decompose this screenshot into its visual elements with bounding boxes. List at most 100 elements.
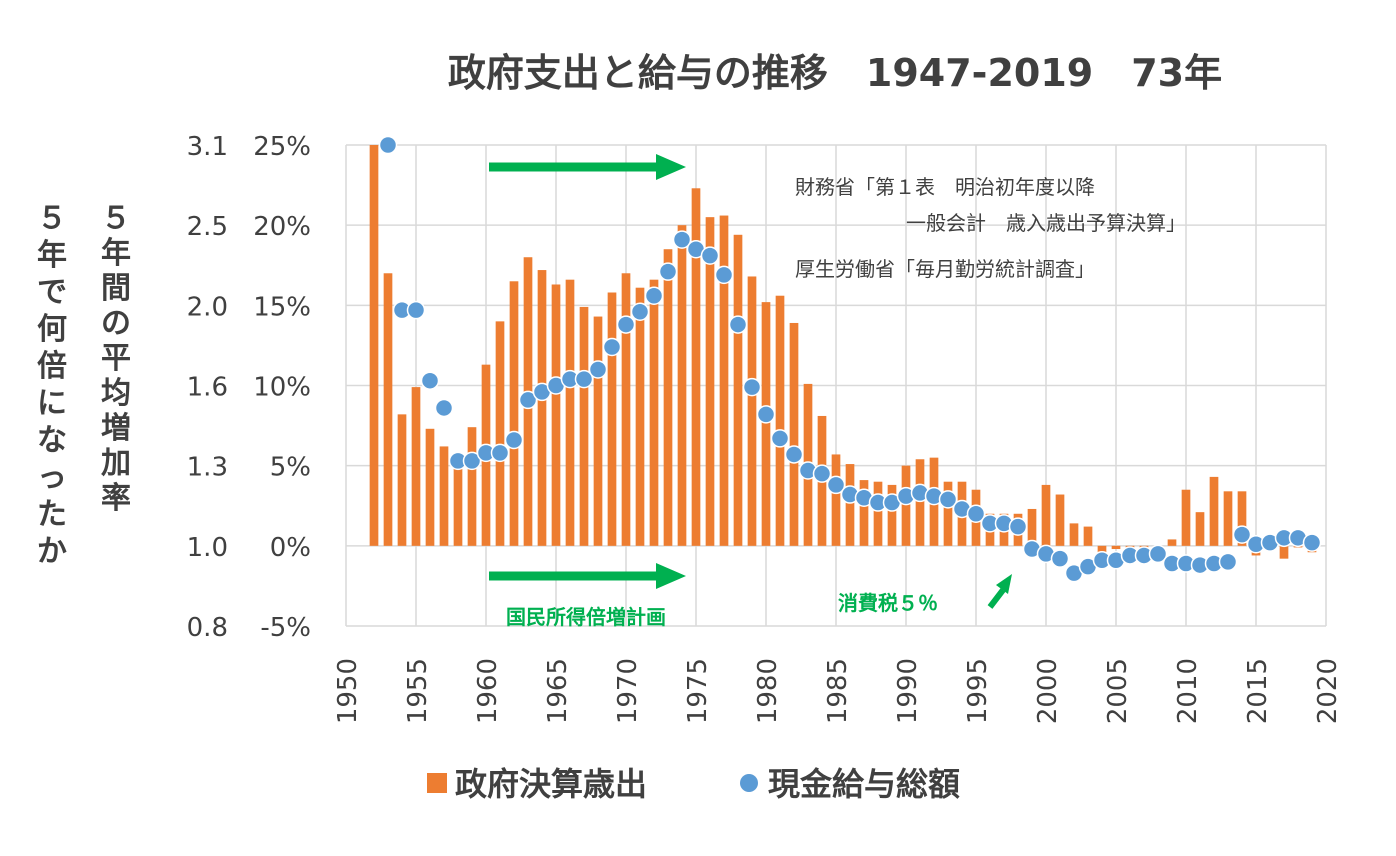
legend-bar-swatch [427, 773, 447, 793]
x-tick-label: 2010 [1173, 658, 1203, 724]
bar [537, 270, 547, 546]
income-doubling-arrow-bottom [489, 563, 686, 589]
data-point [784, 445, 804, 464]
data-point [1302, 533, 1322, 552]
bar [747, 276, 757, 546]
data-point [1232, 525, 1252, 544]
data-point [700, 246, 720, 265]
axis-label-char: 年 [101, 236, 131, 271]
bar [1041, 484, 1051, 546]
x-tick-label: 1975 [683, 658, 713, 724]
bar [1195, 512, 1205, 546]
axis-label-char: の [101, 306, 131, 341]
bar [789, 322, 799, 546]
axis-label-char: 率 [101, 481, 131, 516]
axis-label-char: ５ [101, 201, 131, 236]
data-point [714, 265, 734, 285]
axis-label-char: 増 [101, 411, 131, 446]
axis-label-char: 年 [37, 238, 67, 273]
data-point [518, 390, 538, 410]
legend: 政府決算歳出 現金給与総額 [427, 765, 960, 803]
axis-label-char: か [37, 534, 67, 569]
data-point [434, 398, 454, 418]
axis-label-char: 倍 [37, 349, 67, 384]
data-point [812, 464, 832, 483]
bar [887, 484, 897, 546]
x-tick-label: 1995 [963, 658, 993, 724]
chart-title: 政府支出と給与の推移 1947-2019 73年 [448, 51, 1222, 95]
data-point [1148, 544, 1168, 564]
bar [593, 316, 603, 546]
bar [1055, 494, 1065, 546]
data-point [742, 377, 762, 397]
bar [845, 464, 855, 546]
bar-series [369, 145, 1317, 559]
bar [1083, 526, 1093, 546]
legend-point-label: 現金給与総額 [768, 765, 960, 803]
bar [1111, 545, 1121, 550]
source-note-1: 財務省「第１表 明治初年度以降 [795, 175, 1095, 199]
bar [761, 302, 771, 546]
axis-label-char: な [37, 423, 67, 458]
bar [1027, 508, 1037, 546]
bar [705, 217, 715, 546]
bar [509, 281, 519, 546]
axis-label-char: 加 [101, 446, 131, 481]
axis-label-char: に [37, 386, 67, 421]
bar [733, 234, 743, 546]
bar [453, 459, 463, 546]
multiplier-tick-label: 3.1 [187, 132, 228, 162]
multiplier-tick-label: 2.5 [187, 212, 228, 242]
multiplier-axis-ticks: 3.1 2.5 2.0 1.6 1.3 1.0 0.8 [187, 132, 228, 643]
bar [873, 481, 883, 546]
axis-label-char: っ [37, 460, 67, 495]
x-tick-label: 2005 [1103, 658, 1133, 724]
x-axis-ticks: 1950 1955 1960 1965 1970 1975 1980 1985 1990 1995… [333, 658, 1343, 724]
bar [901, 465, 911, 546]
x-tick-label: 1965 [543, 658, 573, 724]
bar [859, 480, 869, 546]
data-point [1050, 549, 1070, 568]
data-point [1218, 552, 1238, 572]
consumption-tax-arrow [987, 574, 1012, 609]
bar [397, 414, 407, 546]
x-tick-label: 1970 [613, 658, 643, 724]
bar [1223, 491, 1233, 546]
data-point [630, 302, 650, 321]
axis-label-char: で [37, 275, 67, 310]
bar [467, 427, 477, 546]
legend-bar-label: 政府決算歳出 [455, 765, 647, 803]
bar [1181, 489, 1191, 546]
axis-label-char: 間 [101, 271, 131, 306]
bar [943, 481, 953, 546]
x-tick-label: 1990 [893, 658, 923, 724]
x-tick-label: 2015 [1243, 658, 1273, 724]
axis-label-char: ５ [37, 201, 67, 236]
data-point [658, 262, 678, 281]
multiplier-tick-label: 1.3 [187, 453, 228, 483]
y-tick-label: 10% [253, 373, 311, 403]
bar [439, 446, 449, 546]
bar [1167, 539, 1177, 546]
data-point [462, 451, 482, 471]
data-point [574, 369, 594, 389]
data-point [826, 475, 846, 495]
consumption-tax-label: 消費税５％ [838, 591, 938, 615]
data-point [602, 337, 622, 357]
data-point [966, 504, 986, 524]
data-point [490, 443, 510, 463]
bar [915, 459, 925, 546]
bar [579, 306, 589, 546]
source-note-2: 一般会計 歳入歳出予算決算」 [906, 211, 1186, 235]
bar [649, 279, 659, 546]
bar [775, 295, 785, 546]
data-point [728, 315, 748, 334]
bar [565, 279, 575, 546]
data-point [406, 300, 426, 320]
multiplier-tick-label: 1.6 [187, 373, 228, 403]
bar [663, 249, 673, 546]
data-point [938, 490, 958, 509]
bar [495, 321, 505, 546]
